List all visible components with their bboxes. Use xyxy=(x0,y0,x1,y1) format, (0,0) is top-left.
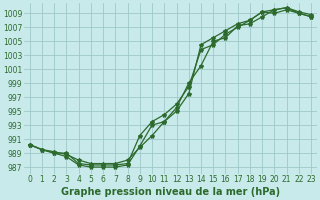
X-axis label: Graphe pression niveau de la mer (hPa): Graphe pression niveau de la mer (hPa) xyxy=(61,187,280,197)
